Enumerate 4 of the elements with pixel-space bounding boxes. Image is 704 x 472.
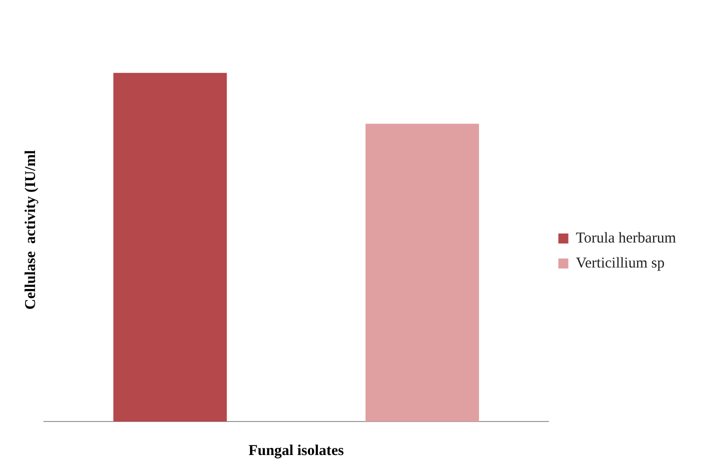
y-axis-title: Cellulase activity (IU/ml: [22, 150, 39, 310]
legend-label: Verticillium sp: [576, 255, 665, 272]
legend-label: Torula herbarum: [576, 230, 676, 246]
x-axis-title: Fungal isolates: [248, 442, 344, 459]
